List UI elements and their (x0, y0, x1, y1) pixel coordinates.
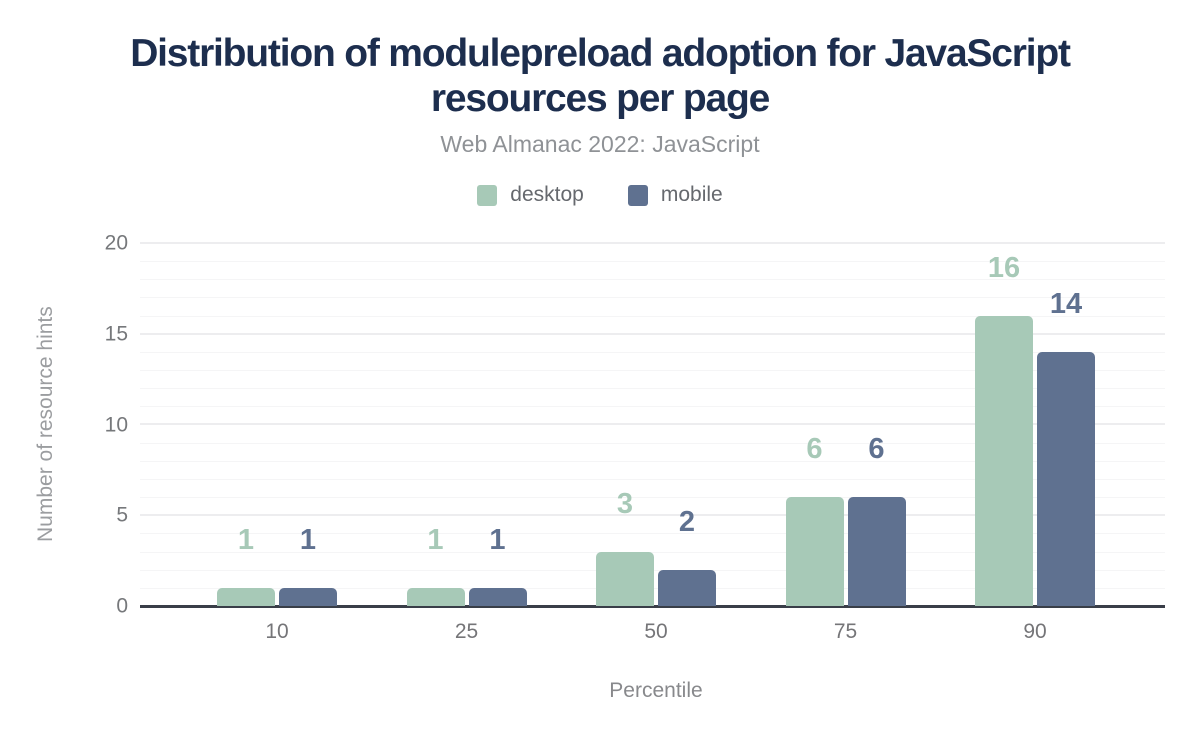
y-axis-title: Number of resource hints (34, 306, 57, 543)
gridline-minor (140, 406, 1165, 407)
bar-mobile-p90 (1037, 351, 1095, 606)
gridline-major (140, 514, 1165, 516)
x-tick-label-90: 90 (1023, 620, 1047, 643)
value-label-mobile-p75: 6 (868, 433, 885, 466)
value-label-mobile-p90: 14 (1049, 287, 1083, 320)
value-label-desktop-p10: 1 (237, 523, 255, 556)
gridline-minor (140, 261, 1165, 262)
x-axis-line (140, 605, 1165, 608)
legend-item-desktop[interactable]: desktop (477, 183, 584, 207)
value-label-desktop-p25: 1 (427, 523, 444, 556)
bar-desktop-p25 (406, 587, 465, 606)
chart-title: Distribution of modulepreload adoption f… (130, 32, 1071, 120)
value-label-mobile-p50: 2 (678, 505, 696, 538)
legend-label-mobile: mobile (660, 183, 723, 206)
gridline-major (140, 423, 1165, 425)
y-tick-label-0: 0 (116, 594, 128, 618)
gridline-minor (140, 370, 1165, 371)
gridline-minor (140, 443, 1165, 444)
legend-item-mobile[interactable]: mobile (627, 183, 723, 207)
bar-mobile-p75 (847, 497, 906, 606)
value-label-desktop-p75: 6 (806, 433, 823, 466)
plot-area: 1 1 10 1 1 25 3 2 50 6 6 75 16 14 90 (140, 242, 1165, 643)
y-tick-label-15: 15 (104, 322, 128, 346)
bar-mobile-p10 (279, 587, 337, 606)
legend-label-desktop: desktop (510, 183, 584, 206)
gridline-minor (140, 316, 1165, 317)
bar-mobile-p25 (468, 587, 527, 606)
legend: desktop mobile (0, 183, 1200, 207)
gridline-minor (140, 461, 1165, 462)
gridline-minor (140, 497, 1165, 498)
y-axis-tick-labels: 0 5 10 15 20 (76, 233, 128, 617)
gridline-major (140, 242, 1165, 244)
bar-desktop-p75 (785, 497, 844, 606)
gridline-major (140, 333, 1165, 335)
gridline-minor (140, 388, 1165, 389)
gridline-minor (140, 297, 1165, 298)
desktop-series-swatch (477, 184, 498, 206)
mobile-series-swatch (627, 184, 648, 206)
x-axis-title: Percentile (609, 679, 703, 702)
bar-desktop-p90 (975, 315, 1033, 606)
chart-subtitle: Web Almanac 2022: JavaScript (440, 131, 760, 157)
value-label-mobile-p25: 1 (489, 523, 506, 556)
gridline-minor (140, 533, 1165, 534)
y-tick-label-20: 20 (104, 231, 128, 255)
gridline-minor (140, 479, 1165, 480)
x-tick-label-75: 75 (833, 620, 858, 643)
bar-desktop-p10 (217, 587, 275, 606)
gridline-minor (140, 352, 1165, 353)
x-tick-label-25: 25 (454, 620, 479, 643)
y-tick-label-5: 5 (116, 503, 128, 527)
value-label-mobile-p10: 1 (299, 523, 317, 556)
x-tick-label-10: 10 (265, 620, 289, 643)
value-label-desktop-p50: 3 (616, 487, 634, 520)
gridline-minor (140, 279, 1165, 280)
x-tick-label-50: 50 (644, 620, 668, 643)
bar-mobile-p50 (658, 569, 716, 606)
y-tick-label-10: 10 (104, 413, 128, 436)
bar-desktop-p50 (596, 551, 654, 606)
value-label-desktop-p90: 16 (987, 251, 1021, 284)
